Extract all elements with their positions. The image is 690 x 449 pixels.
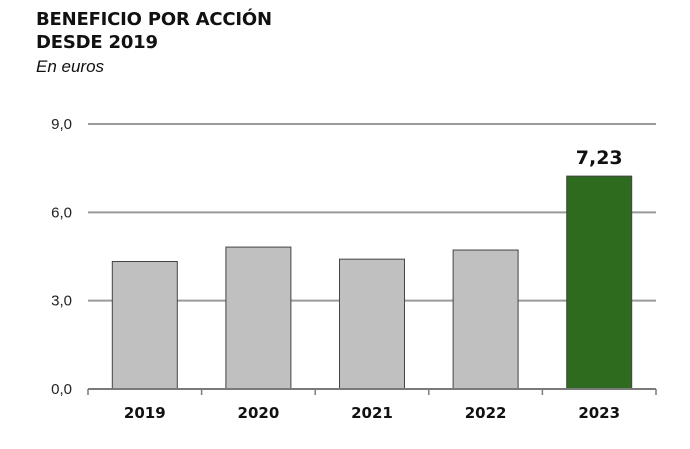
x-tick-label: 2020 xyxy=(238,404,280,422)
bar-2021 xyxy=(339,258,405,390)
y-tick-label: 0,0 xyxy=(51,381,72,398)
label-layer: 7,23 xyxy=(576,147,623,169)
bar-2019 xyxy=(111,261,178,390)
x-tick-label: 2022 xyxy=(465,404,507,422)
chart-header: BENEFICIO POR ACCIÓN DESDE 2019 En euros xyxy=(36,8,656,78)
bar-2022 xyxy=(452,249,519,390)
chart-title-line-1: BENEFICIO POR ACCIÓN xyxy=(36,9,272,30)
axis-layer: 0,0 3,0 6,0 9,0 2019 2020 2021 2022 2023 xyxy=(51,116,657,422)
y-tick-label: 9,0 xyxy=(51,116,72,133)
chart-subtitle: En euros xyxy=(36,57,105,76)
bar-layer xyxy=(111,175,633,390)
y-tick-label: 6,0 xyxy=(51,204,72,221)
bar-2023 xyxy=(566,175,633,390)
data-label-2023: 7,23 xyxy=(576,147,623,169)
x-tick-label: 2019 xyxy=(124,404,166,422)
x-tick-label: 2021 xyxy=(351,404,393,422)
bar-2020 xyxy=(225,246,292,390)
x-tick-label: 2023 xyxy=(578,404,620,422)
y-tick-label: 3,0 xyxy=(51,293,72,310)
chart-title-line-2: DESDE 2019 xyxy=(36,32,158,53)
